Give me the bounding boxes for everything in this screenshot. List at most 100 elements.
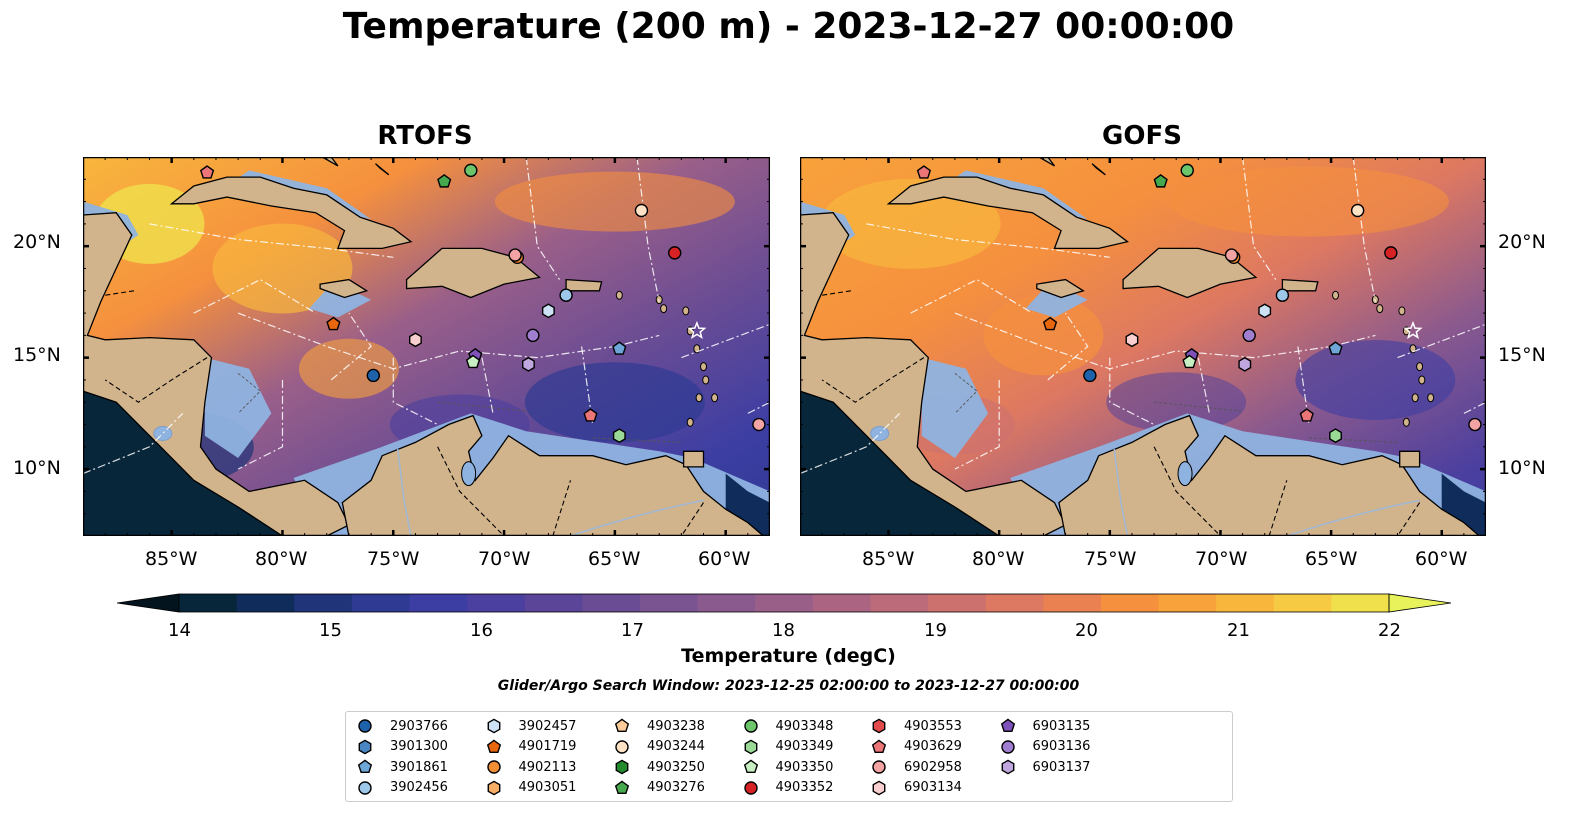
legend-item: 6903135 bbox=[999, 716, 1091, 736]
legend-item: 6902958 bbox=[870, 757, 962, 777]
legend-label: 4901719 bbox=[518, 739, 577, 754]
legend-marker-icon bbox=[1001, 759, 1014, 775]
float-marker-4903352 bbox=[668, 246, 682, 260]
colorbar-segment bbox=[524, 594, 583, 612]
landmass bbox=[886, 176, 1129, 250]
lon-tick-70w: 70°W bbox=[478, 548, 531, 570]
landmass bbox=[1122, 247, 1258, 299]
landmass bbox=[341, 414, 770, 536]
colorbar-segment bbox=[985, 594, 1044, 612]
legend-item: 6903136 bbox=[999, 737, 1091, 757]
legend-label: 2903766 bbox=[390, 718, 448, 734]
float-marker-2903766 bbox=[366, 368, 381, 383]
legend-marker bbox=[486, 739, 501, 753]
float-marker-4903276 bbox=[437, 174, 452, 188]
landmass bbox=[800, 212, 1067, 536]
colorbar-segment bbox=[351, 594, 411, 612]
legend-item: 4903250 bbox=[613, 757, 705, 777]
legend-label: 3902457 bbox=[518, 718, 577, 734]
figure-title: Temperature (200 m) - 2023-12-27 00:00:0… bbox=[342, 6, 1235, 47]
legend-label: 4903051 bbox=[518, 780, 577, 795]
colorbar-segment bbox=[639, 594, 699, 612]
legend-marker-icon bbox=[872, 760, 886, 774]
legend-marker-icon bbox=[358, 780, 372, 795]
lon-tick-80w: 80°W bbox=[255, 548, 308, 570]
legend-marker bbox=[358, 780, 372, 795]
float-marker-4903629 bbox=[583, 408, 598, 422]
float-marker-6903134 bbox=[1125, 332, 1139, 348]
legend-item: 4903348 bbox=[742, 716, 833, 736]
legend-item: 2903766 bbox=[356, 716, 448, 736]
legend-marker bbox=[1000, 718, 1015, 733]
landmass bbox=[320, 157, 339, 167]
legend-marker-icon bbox=[358, 719, 372, 733]
legend-marker-icon bbox=[357, 759, 373, 774]
legend-marker-icon bbox=[743, 759, 758, 774]
landmass bbox=[1091, 163, 1106, 176]
colorbar-segment bbox=[294, 594, 353, 612]
lon-tick-65w: 65°W bbox=[1305, 548, 1358, 570]
legend-marker bbox=[743, 719, 758, 733]
legend-marker bbox=[744, 739, 757, 754]
legend-marker bbox=[1001, 759, 1014, 775]
landmass bbox=[565, 278, 603, 292]
legend-marker-icon bbox=[614, 718, 630, 733]
lat-tick-15n: 15°N bbox=[1498, 344, 1546, 366]
lat-tick-20n: 20°N bbox=[1498, 231, 1546, 253]
legend-item: 4903553 bbox=[870, 716, 962, 736]
legend-item: 4903352 bbox=[742, 778, 834, 798]
float-marker-4903349 bbox=[1329, 428, 1342, 444]
legend-label: 6903136 bbox=[1032, 739, 1091, 754]
float-marker-4903629 bbox=[200, 165, 215, 179]
star-marker bbox=[1403, 320, 1423, 340]
legend-label: 4903276 bbox=[647, 780, 705, 795]
float-marker-4903348 bbox=[1180, 163, 1194, 178]
legend-marker bbox=[487, 718, 500, 734]
legend-item: 3902457 bbox=[485, 716, 577, 736]
float-marker-6903136 bbox=[526, 328, 540, 343]
colorbar-tick: 22 bbox=[1378, 620, 1401, 641]
landmass bbox=[169, 176, 413, 250]
legend-marker-icon bbox=[743, 780, 758, 795]
colorbar-segment bbox=[179, 594, 238, 612]
landmass bbox=[682, 450, 705, 468]
legend-marker-icon bbox=[872, 718, 886, 734]
colorbar-tick: 16 bbox=[470, 620, 493, 641]
float-marker-4903629 bbox=[916, 165, 932, 179]
legend-label: 4903352 bbox=[775, 780, 834, 795]
legend-label: 4903349 bbox=[775, 739, 834, 754]
lon-tick-75w: 75°W bbox=[1084, 548, 1137, 570]
legend-marker-icon bbox=[358, 739, 372, 754]
legend: 2903766 3901300 3901861 3902456 3902457 49017… bbox=[345, 711, 1233, 802]
colorbar-tick: 17 bbox=[621, 620, 644, 641]
lat-tick-20n: 20°N bbox=[13, 231, 61, 253]
legend-marker-icon bbox=[744, 739, 757, 754]
legend-item: 4901719 bbox=[485, 737, 577, 757]
lon-tick-75w: 75°W bbox=[367, 548, 420, 570]
lon-tick-60w: 60°W bbox=[698, 548, 751, 570]
landmass bbox=[319, 278, 369, 299]
legend-item: 3901300 bbox=[356, 737, 448, 757]
float-marker-4901719 bbox=[1042, 316, 1058, 331]
legend-label: 4903629 bbox=[904, 739, 962, 754]
legend-marker-icon bbox=[486, 739, 501, 753]
colorbar-label: Temperature (degC) bbox=[681, 645, 896, 667]
colorbar-segment bbox=[697, 594, 756, 612]
legend-marker-icon bbox=[872, 780, 886, 795]
legend-marker bbox=[615, 739, 629, 754]
legend-marker bbox=[743, 780, 758, 795]
float-marker-4901719 bbox=[326, 316, 341, 331]
colorbar-segment bbox=[582, 594, 641, 612]
legend-marker-icon bbox=[1000, 718, 1015, 733]
colorbar-tick: 14 bbox=[168, 620, 191, 641]
map-panel-rtofs[interactable] bbox=[83, 157, 770, 536]
legend-marker-icon bbox=[871, 739, 887, 753]
colorbar-tick: 15 bbox=[319, 620, 342, 641]
legend-marker bbox=[357, 759, 373, 774]
legend-label: 6903135 bbox=[1032, 718, 1091, 734]
float-marker-6903137 bbox=[522, 356, 535, 372]
map-panel-gofs[interactable] bbox=[800, 157, 1486, 536]
float-marker-4903352 bbox=[1384, 246, 1398, 260]
float-marker-4903350 bbox=[465, 354, 481, 369]
legend-marker-icon bbox=[614, 780, 630, 794]
